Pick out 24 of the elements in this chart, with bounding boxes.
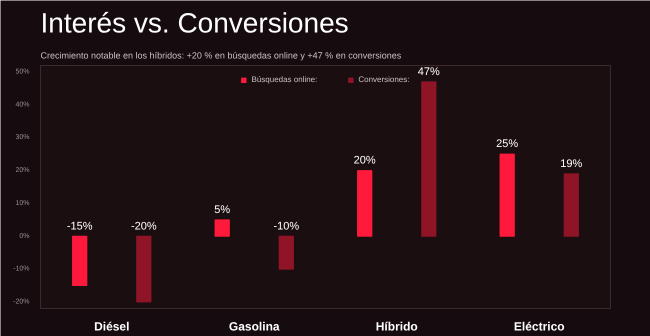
x-tick-label: Híbrido [376, 320, 418, 334]
x-tick-label: Diésel [94, 320, 130, 334]
data-label: 5% [214, 204, 230, 216]
data-label: 19% [560, 158, 583, 170]
bar [278, 236, 294, 270]
data-label: -15% [66, 220, 93, 232]
bar [564, 173, 579, 237]
bar [357, 170, 372, 237]
x-tick-label: Eléctrico [514, 320, 565, 334]
bar [136, 236, 152, 302]
chart-subtitle: Crecimiento notable en los híbridos: +20 % en búsquedas online y +47 % en conversiones [40, 50, 402, 60]
x-tick-label: Gasolina [228, 320, 280, 334]
data-label: 25% [496, 138, 518, 150]
data-label: -20% [130, 220, 157, 232]
data-label: -10% [273, 220, 300, 232]
data-label: 20% [354, 154, 376, 167]
bar [500, 154, 515, 237]
bar [214, 219, 230, 237]
legend-label: Búsquedas online: [252, 75, 318, 84]
bar [421, 81, 436, 237]
bar [72, 236, 88, 286]
chart-title: Interés vs. Conversiones [40, 8, 349, 38]
data-label: 47% [418, 66, 440, 78]
legend-label: Conversiones: [358, 75, 410, 84]
